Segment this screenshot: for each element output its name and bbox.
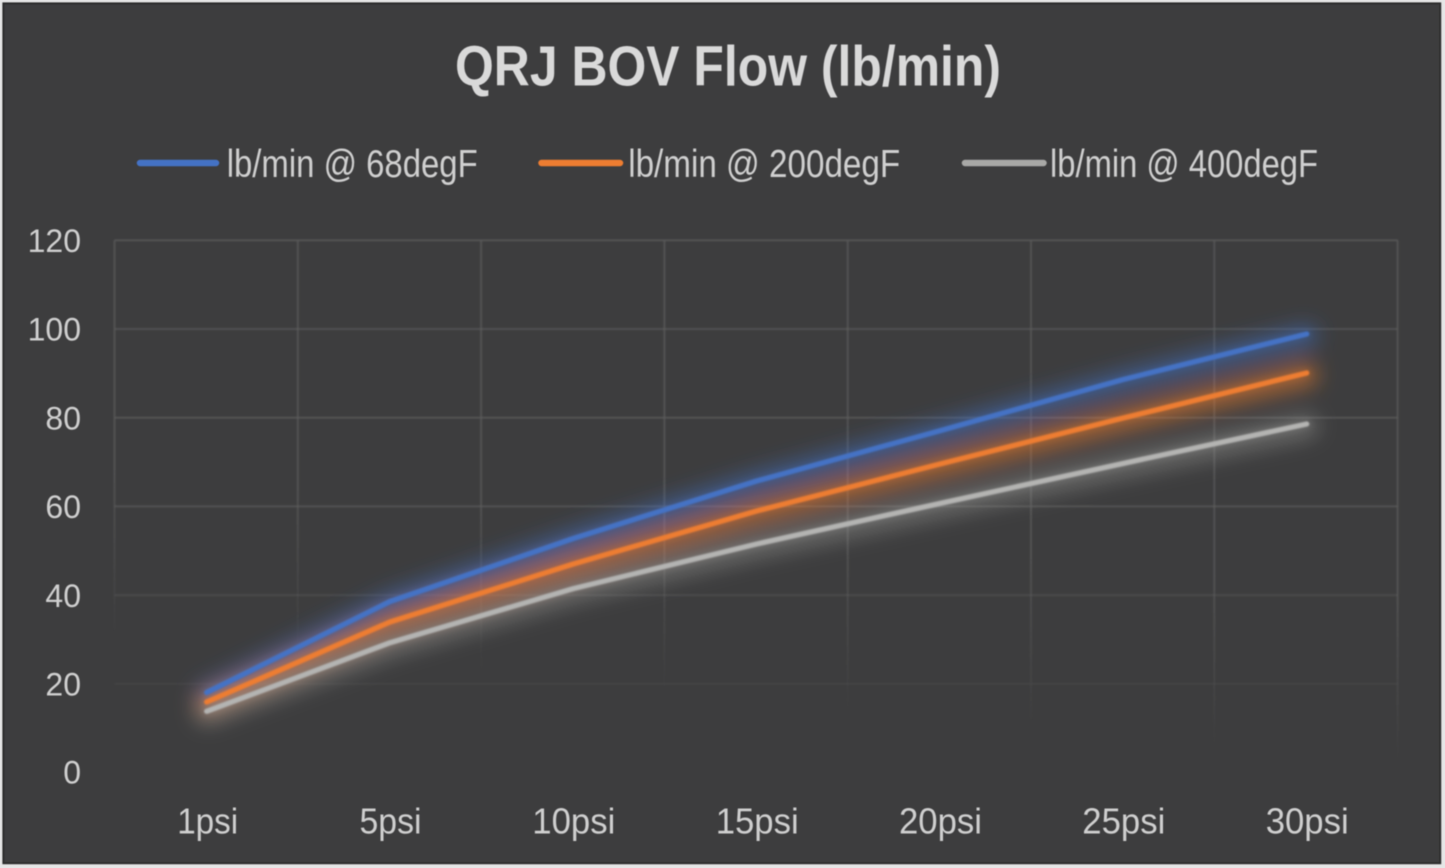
svg-text:60: 60 [45,489,81,525]
svg-text:QRJ BOV Flow (lb/min): QRJ BOV Flow (lb/min) [455,35,1001,99]
svg-text:40: 40 [45,578,81,614]
svg-text:80: 80 [45,400,81,436]
svg-text:25psi: 25psi [1082,801,1165,842]
svg-text:0: 0 [63,755,81,791]
svg-text:15psi: 15psi [716,801,799,842]
svg-text:10psi: 10psi [532,801,615,842]
svg-text:5psi: 5psi [360,801,422,842]
svg-text:100: 100 [28,312,81,348]
svg-text:30psi: 30psi [1266,801,1349,842]
svg-text:20: 20 [45,667,81,703]
svg-text:lb/min @ 400degF: lb/min @ 400degF [1050,143,1318,186]
svg-text:1psi: 1psi [177,801,238,842]
svg-text:lb/min @ 68degF: lb/min @ 68degF [227,143,478,186]
svg-text:20psi: 20psi [899,801,982,842]
svg-text:lb/min @ 200degF: lb/min @ 200degF [628,143,900,186]
svg-text:120: 120 [28,223,81,259]
